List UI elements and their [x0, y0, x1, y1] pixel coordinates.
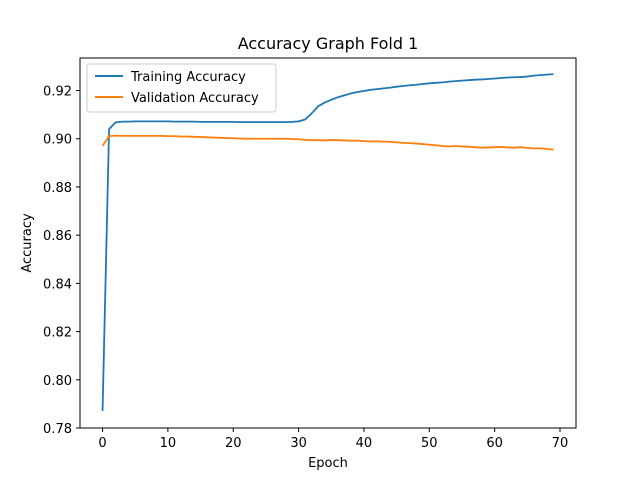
x-tick-label: 30	[290, 436, 307, 451]
legend-label-validation: Validation Accuracy	[131, 91, 259, 106]
y-axis-label: Accuracy	[20, 213, 35, 273]
x-tick-label: 10	[160, 436, 177, 451]
y-tick-label: 0.86	[43, 229, 72, 244]
y-tick-label: 0.90	[43, 133, 72, 148]
series-layer	[101, 73, 554, 411]
plot-frame	[79, 57, 577, 429]
series-line-training	[101, 73, 554, 411]
y-tick-label: 0.78	[43, 422, 72, 437]
x-tick-label: 0	[98, 436, 106, 451]
x-tick-label: 20	[225, 436, 242, 451]
x-axis-ticks: 0 10 20 30 40 50 60 70	[98, 428, 568, 451]
y-tick-label: 0.88	[43, 181, 72, 196]
y-tick-label: 0.80	[43, 374, 72, 389]
y-tick-label: 0.84	[43, 277, 72, 292]
y-axis-ticks: 0.78 0.80 0.82 0.84 0.86 0.88 0.90 0.92	[43, 85, 80, 437]
series-line-validation	[101, 134, 554, 151]
y-tick-label: 0.92	[43, 85, 72, 100]
legend-label-training: Training Accuracy	[130, 70, 246, 85]
x-tick-label: 70	[552, 436, 569, 451]
x-tick-label: 40	[356, 436, 373, 451]
x-axis-label: Epoch	[308, 456, 348, 471]
x-tick-label: 50	[421, 436, 438, 451]
legend: Training Accuracy Validation Accuracy	[86, 63, 277, 113]
y-tick-label: 0.82	[43, 326, 72, 341]
chart-title: Accuracy Graph Fold 1	[238, 34, 419, 53]
x-tick-label: 60	[486, 436, 503, 451]
legend-box	[86, 63, 277, 113]
